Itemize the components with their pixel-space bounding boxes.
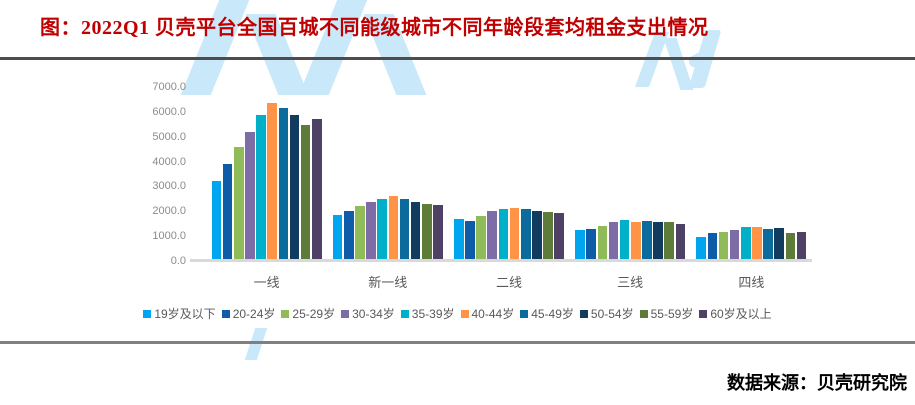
legend-item: 50-54岁 [579, 305, 634, 322]
x-axis-category-label: 一线 [253, 275, 280, 290]
bar-一线-20-24岁 [222, 164, 233, 261]
data-source: 数据来源：贝壳研究院 [727, 373, 907, 393]
legend-item: 35-39岁 [400, 305, 455, 322]
bar-四线-45-49岁 [763, 229, 773, 261]
y-axis-tick-label: 6000.0 [152, 105, 186, 118]
legend-item: 25-29岁 [281, 305, 335, 322]
bar-新一线-30-34岁 [366, 201, 376, 261]
bar-一线-60岁及以上 [311, 118, 322, 261]
chart-legend: 19岁及以下 20-24岁 25-29岁 30-34岁 35-39岁 40-44岁 45-4… [0, 305, 915, 322]
x-axis-category-label: 四线 [738, 275, 765, 290]
bar-四线-60岁及以上 [796, 232, 807, 261]
legend-label: 19岁及以下 [154, 307, 216, 321]
bar-四线-35-39岁 [741, 227, 751, 261]
bar-二线-60岁及以上 [554, 213, 564, 261]
bar-二线-19岁及以下 [454, 218, 464, 261]
bar-三线-40-44岁 [630, 221, 641, 261]
footer-divider [0, 341, 915, 344]
bar-一线-40-44岁 [267, 103, 277, 261]
bar-新一线-60岁及以上 [433, 204, 443, 261]
x-axis-category-label: 三线 [617, 275, 644, 290]
bar-四线-25-29岁 [718, 232, 729, 261]
y-axis-tick-label: 7000.0 [152, 81, 186, 93]
bar-四线-55-59岁 [785, 233, 796, 261]
legend-swatch-icon [221, 309, 230, 318]
legend-swatch-icon [579, 309, 588, 318]
bar-新一线-20-24岁 [343, 211, 354, 261]
bar-三线-60岁及以上 [675, 223, 686, 261]
legend-label: 25-29岁 [292, 307, 336, 321]
legend-item: 20-24岁 [221, 305, 276, 322]
legend-swatch-icon [143, 309, 152, 318]
legend-item: 19岁及以下 [143, 305, 216, 322]
legend-label: 60岁及以上 [710, 307, 772, 321]
legend-label: 55-59岁 [650, 307, 694, 321]
legend-swatch-icon [341, 309, 350, 318]
y-axis-tick-label: 4000.0 [152, 155, 186, 168]
bar-三线-19岁及以下 [575, 229, 585, 261]
bar-新一线-55-59岁 [422, 204, 432, 261]
legend-swatch-icon [281, 309, 290, 318]
bar-三线-55-59岁 [664, 222, 675, 261]
legend-item: 30-34岁 [341, 305, 395, 322]
legend-label: 45-49岁 [531, 307, 574, 321]
legend-label: 20-24岁 [232, 307, 276, 321]
bar-二线-35-39岁 [498, 208, 509, 261]
bar-四线-40-44岁 [752, 227, 762, 261]
bar-一线-55-59岁 [300, 124, 311, 261]
bar-三线-50-54岁 [653, 222, 663, 261]
bar-三线-30-34岁 [608, 222, 619, 261]
bar-一线-19岁及以下 [211, 180, 222, 261]
bar-新一线-40-44岁 [388, 196, 399, 261]
legend-item: 55-59岁 [639, 305, 694, 322]
figure-title: 图：2022Q1 贝壳平台全国百城不同能级城市不同年龄段套均租金支出情况 [40, 17, 709, 39]
bar-三线-25-29岁 [597, 225, 608, 261]
legend-item: 60岁及以上 [699, 305, 772, 322]
legend-swatch-icon [639, 309, 648, 318]
bar-一线-25-29岁 [233, 146, 244, 261]
y-axis-tick-label: 1000.0 [152, 230, 186, 243]
legend-swatch-icon [520, 309, 529, 318]
bar-一线-35-39岁 [256, 115, 266, 261]
bar-新一线-19岁及以下 [332, 215, 343, 261]
title-divider [0, 57, 915, 60]
x-axis-category-label: 二线 [495, 275, 522, 290]
bar-三线-20-24岁 [586, 229, 596, 261]
legend-item: 40-44岁 [460, 305, 515, 322]
x-axis-line [190, 259, 812, 262]
legend-swatch-icon [699, 309, 708, 318]
bar-一线-50-54岁 [289, 114, 300, 261]
legend-label: 50-54岁 [590, 307, 634, 321]
bar-四线-50-54岁 [774, 227, 785, 261]
bar-二线-45-49岁 [520, 209, 531, 261]
bar-二线-30-34岁 [487, 211, 498, 261]
bar-四线-20-24岁 [707, 233, 718, 261]
bar-新一线-45-49岁 [399, 198, 410, 261]
bar-二线-50-54岁 [532, 210, 542, 261]
bar-新一线-35-39岁 [377, 198, 388, 261]
bar-新一线-25-29岁 [355, 206, 365, 261]
bar-四线-19岁及以下 [696, 237, 707, 261]
legend-label: 40-44岁 [471, 307, 515, 321]
bar-四线-30-34岁 [729, 229, 740, 261]
legend-label: 35-39岁 [411, 307, 455, 321]
legend-swatch-icon [460, 309, 469, 318]
y-axis-tick-label: 3000.0 [152, 180, 186, 193]
legend-item: 45-49岁 [520, 305, 574, 322]
bar-新一线-50-54岁 [410, 201, 421, 261]
bar-二线-55-59岁 [543, 212, 553, 261]
bar-三线-35-39岁 [619, 219, 630, 261]
bar-二线-25-29岁 [476, 216, 486, 261]
legend-label: 30-34岁 [352, 307, 395, 321]
bar-二线-20-24岁 [465, 220, 475, 261]
bar-一线-30-34岁 [245, 131, 255, 261]
bar-二线-40-44岁 [509, 208, 520, 261]
y-axis-tick-label: 0.0 [170, 255, 186, 267]
bar-三线-45-49岁 [642, 221, 652, 261]
y-axis-tick-label: 5000.0 [152, 130, 186, 143]
x-axis-category-label: 新一线 [368, 275, 408, 290]
y-axis-tick-label: 2000.0 [152, 205, 186, 218]
bar-一线-45-49岁 [278, 107, 289, 261]
legend-swatch-icon [400, 309, 409, 318]
